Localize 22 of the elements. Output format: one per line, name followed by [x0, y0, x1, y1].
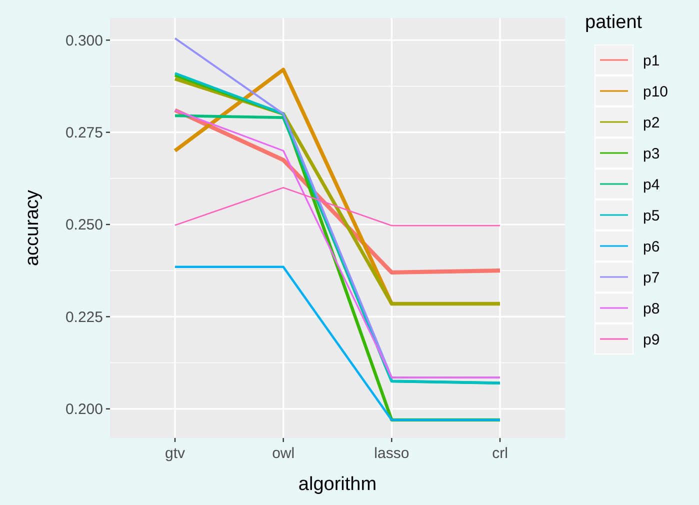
x-tick-label: gtv — [164, 445, 186, 462]
y-tick-label: 0.225 — [65, 308, 103, 326]
legend-label: p6 — [643, 238, 660, 256]
y-axis-title: accuracy — [22, 189, 43, 266]
legend-label: p7 — [643, 269, 660, 286]
legend-label: p8 — [643, 300, 660, 318]
legend-label: p3 — [643, 145, 660, 162]
x-tick-label: lasso — [374, 445, 410, 462]
y-tick-label: 0.300 — [65, 32, 103, 50]
legend-label: p1 — [643, 52, 660, 70]
x-axis-title: algorithm — [298, 474, 377, 495]
y-tick-label: 0.200 — [65, 401, 103, 418]
x-tick-label: crl — [492, 445, 508, 462]
legend-label: p10 — [643, 83, 668, 100]
legend-label: p9 — [643, 331, 660, 348]
x-tick-label: owl — [272, 445, 295, 462]
y-tick-label: 0.275 — [65, 124, 103, 142]
legend-label: p2 — [643, 114, 660, 132]
legend-label: p4 — [643, 176, 660, 194]
y-tick-label: 0.250 — [65, 216, 103, 234]
legend-title: patient — [585, 12, 643, 33]
legend-label: p5 — [643, 207, 660, 224]
